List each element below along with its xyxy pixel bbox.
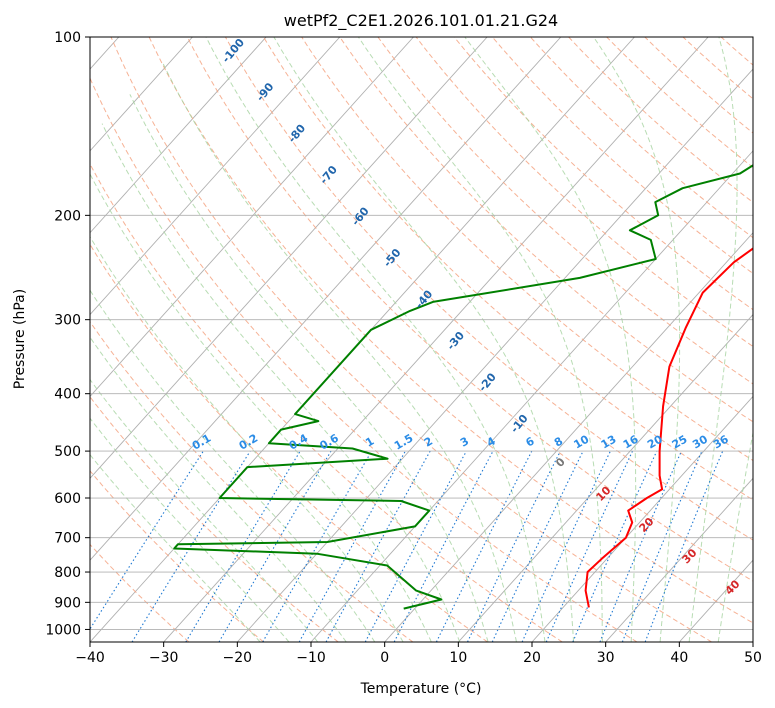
dry-adiabat-line xyxy=(110,37,712,642)
x-tick-label: −20 xyxy=(223,650,253,666)
isotherm-line xyxy=(90,37,414,398)
y-tick-label: 500 xyxy=(54,444,81,460)
dry-adiabat-line xyxy=(148,37,753,624)
y-tick-label: 1000 xyxy=(45,622,81,638)
y-tick-label: 400 xyxy=(54,387,81,403)
mixing-ratio-line xyxy=(298,450,406,642)
moist-adiabat-line xyxy=(688,37,738,642)
y-tick-label: 600 xyxy=(54,491,81,507)
mixing-ratio-line xyxy=(621,450,703,642)
dry-adiabat-line xyxy=(90,163,563,642)
moist-adiabat-lines xyxy=(90,37,753,642)
plot-background xyxy=(90,37,753,642)
dry-adiabat-line xyxy=(377,37,753,385)
x-tick-label: 0 xyxy=(380,650,389,666)
mixing-ratio-line xyxy=(325,450,431,642)
dry-adiabat-line xyxy=(90,243,488,642)
isobar-gridlines xyxy=(90,37,753,630)
plot-frame xyxy=(89,36,754,643)
y-tick-label: 100 xyxy=(54,30,81,46)
x-axis-label: Temperature (°C) xyxy=(360,681,482,697)
moist-adiabat-line xyxy=(205,37,546,642)
moist-adiabat-line xyxy=(101,123,461,642)
y-tick-label: 800 xyxy=(54,565,81,581)
dry-adiabat-line xyxy=(186,37,753,582)
isotherm-line xyxy=(457,313,753,642)
moist-adiabat-line xyxy=(464,37,637,642)
moist-adiabat-line xyxy=(593,37,681,642)
x-tick-label: −40 xyxy=(75,650,105,666)
isotherm-line xyxy=(90,37,267,234)
x-tick-label: 50 xyxy=(744,650,762,666)
moist-adiabat-line xyxy=(717,430,753,642)
isotherm-line xyxy=(384,232,753,642)
moist-adiabat-line xyxy=(357,37,603,642)
isotherm-line xyxy=(90,37,562,561)
moist-adiabat-line xyxy=(129,94,489,642)
mixing-ratio-line xyxy=(364,450,467,642)
mixing-ratio-line xyxy=(545,450,633,642)
moist-adiabat-line xyxy=(90,235,404,642)
mixing-ratio-line xyxy=(572,450,658,642)
mixing-ratio-line xyxy=(644,450,724,642)
isotherm-line xyxy=(90,37,488,479)
x-tick-label: 20 xyxy=(523,650,541,666)
y-tick-label: 200 xyxy=(54,208,81,224)
plot-area: 0.1 0.2 0.4 0.6 1 1.5 2 3 4 6 8 10 13 16 20 25 30 36-100-… xyxy=(90,37,753,642)
y-tick-label: 300 xyxy=(54,313,81,329)
x-tick-label: 10 xyxy=(449,650,467,666)
y-tick-label: 900 xyxy=(54,595,81,611)
chart-title: wetPf2_C2E1.2026.101.01.21.G24 xyxy=(284,11,558,31)
moist-adiabat-line xyxy=(90,289,376,642)
dry-adiabat-line xyxy=(224,37,753,541)
isotherm-line xyxy=(90,37,341,316)
moist-adiabat-line xyxy=(161,61,517,642)
y-tick-label: 700 xyxy=(54,531,81,547)
profile-series xyxy=(173,164,753,610)
moist-adiabat-line xyxy=(90,417,290,642)
temperature-profile-line xyxy=(584,247,753,608)
dry-adiabat-line xyxy=(263,37,753,501)
x-tick-label: 30 xyxy=(597,650,615,666)
isotherm-line xyxy=(90,37,193,152)
x-tick-label: −30 xyxy=(149,650,179,666)
isotherm-line xyxy=(605,477,753,642)
mixing-ratio-line xyxy=(435,450,533,642)
mixing-ratio-line xyxy=(599,450,682,642)
moist-adiabat-line xyxy=(273,37,575,642)
dewpoint-profile-line xyxy=(173,164,753,610)
dry-adiabat-line xyxy=(90,470,264,642)
x-tick-label: −10 xyxy=(296,650,326,666)
mixing-ratio-line xyxy=(90,450,204,630)
isotherm-line xyxy=(752,641,753,642)
y-axis-ticks: 1000 900 800 700 600 500 400 300 200 100 xyxy=(45,30,90,638)
y-axis-label: Pressure (hPa) xyxy=(12,289,28,389)
isotherm-line xyxy=(163,37,709,642)
x-axis-ticks: −40 −30 −20 −10 0 10 20 30 40 50 xyxy=(75,642,762,666)
x-tick-label: 40 xyxy=(670,650,688,666)
